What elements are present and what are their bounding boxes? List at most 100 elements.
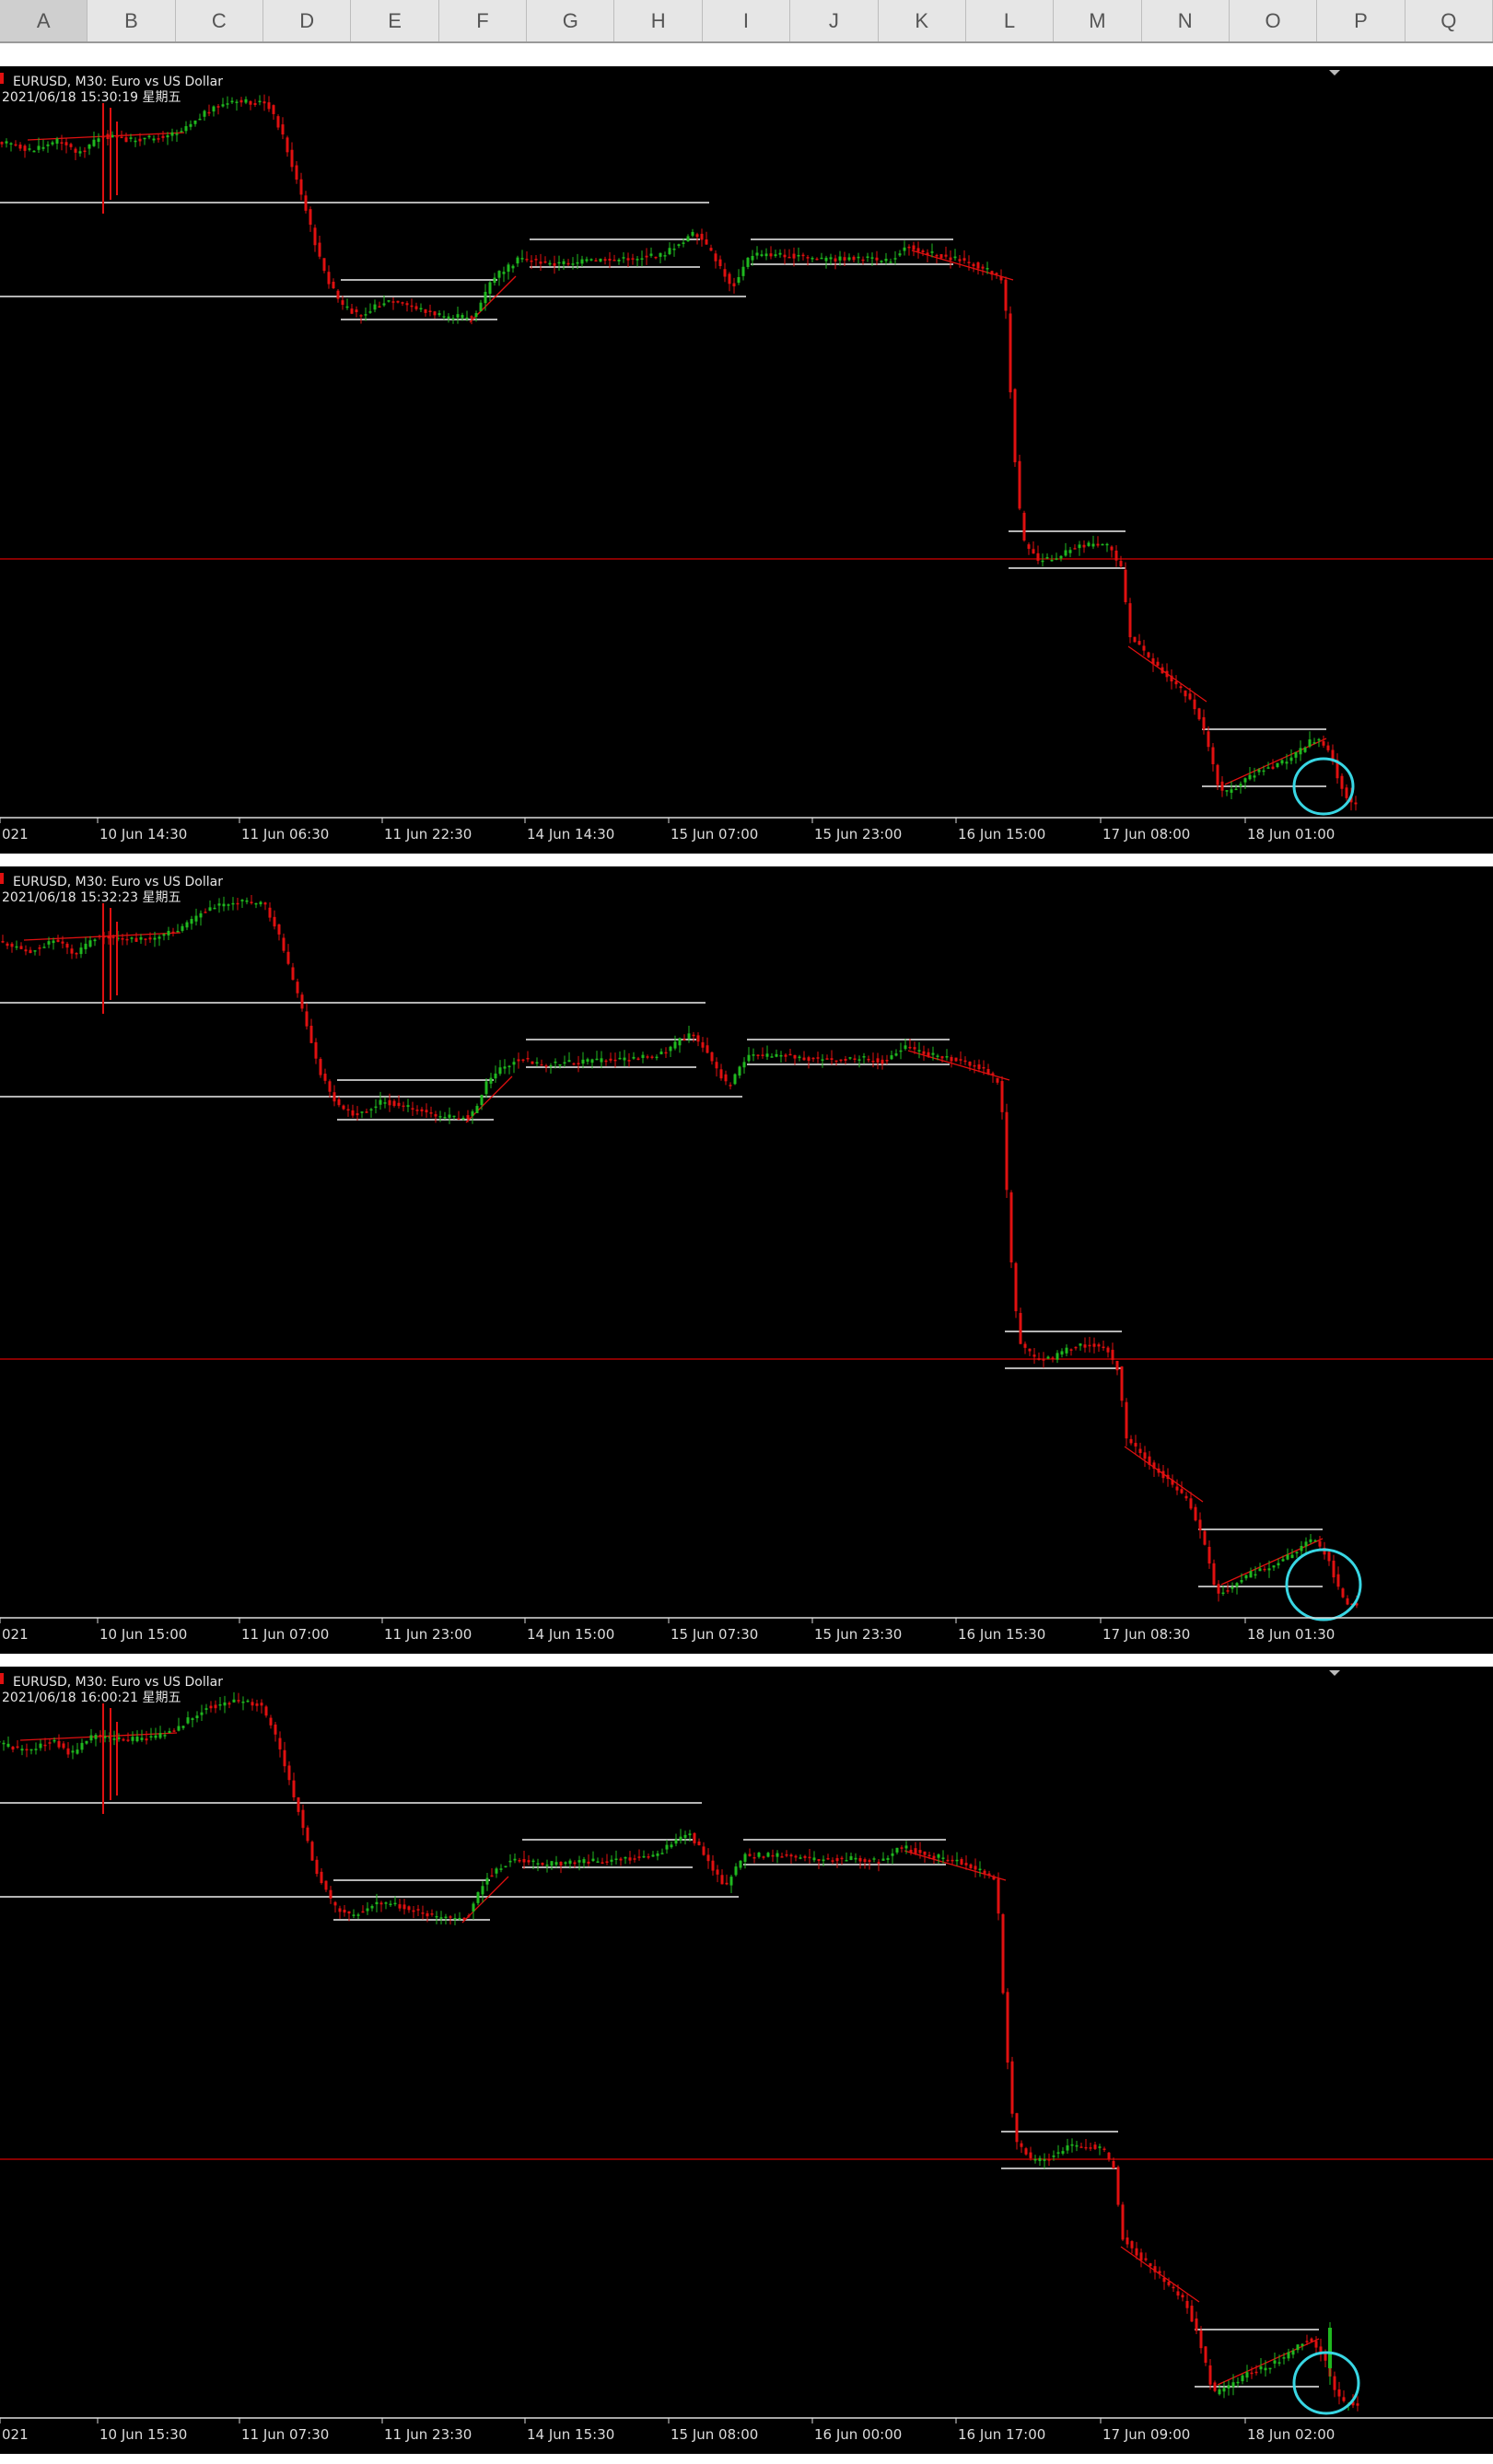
candle-body: [424, 308, 427, 313]
column-header-g[interactable]: G: [527, 0, 615, 41]
chart-panel-1[interactable]: EURUSD, M30: Euro vs US Dollar 2021/06/18…: [0, 66, 1493, 854]
column-header-n[interactable]: N: [1142, 0, 1230, 41]
scroll-marker-icon[interactable]: [1329, 70, 1340, 76]
candle-body: [959, 1059, 962, 1061]
candle-body: [743, 1854, 747, 1862]
candle-body: [581, 1059, 585, 1064]
candle-body: [624, 1856, 627, 1859]
separator-1: [0, 854, 1493, 866]
candle-body: [195, 1715, 199, 1719]
candle-body: [724, 1074, 728, 1082]
candle-body: [327, 272, 331, 285]
candle-body: [755, 252, 759, 256]
column-header-f[interactable]: F: [439, 0, 528, 41]
candle-body: [673, 1041, 677, 1049]
candle-body: [1010, 2061, 1014, 2114]
column-header-i[interactable]: I: [703, 0, 791, 41]
candle-body: [429, 1112, 433, 1114]
scroll-marker-icon[interactable]: [1329, 1670, 1340, 1676]
candle-body: [407, 1906, 411, 1911]
candle-body: [379, 1902, 383, 1905]
candle-body: [1290, 1554, 1294, 1559]
column-header-c[interactable]: C: [176, 0, 264, 41]
candle-body: [6, 943, 9, 947]
candle-body: [1207, 1546, 1211, 1564]
chart-svg-2[interactable]: EURUSD, M30: Euro vs US Dollar2021/06/18…: [0, 866, 1493, 1654]
candle-body: [1014, 1262, 1018, 1312]
chart-svg-3[interactable]: EURUSD, M30: Euro vs US Dollar2021/06/18…: [0, 1667, 1493, 2454]
column-header-h[interactable]: H: [614, 0, 703, 41]
column-header-d[interactable]: D: [263, 0, 352, 41]
candle-body: [203, 110, 206, 117]
chart-panel-3[interactable]: EURUSD, M30: Euro vs US Dollar 2021/06/18…: [0, 1667, 1493, 2454]
candle-body: [364, 314, 367, 316]
candle-body: [253, 103, 257, 106]
candle-body: [665, 1844, 669, 1850]
chart-panel-2[interactable]: EURUSD, M30: Euro vs US Dollar 2021/06/18…: [0, 866, 1493, 1654]
candle-body: [686, 236, 690, 242]
candle-body: [396, 300, 400, 303]
candle-body: [129, 137, 133, 139]
candle-body: [273, 916, 276, 927]
candle-body: [687, 1033, 691, 1039]
candle-body: [249, 100, 252, 105]
candle-body: [93, 939, 97, 942]
candle-body: [764, 253, 768, 257]
candle-body: [1116, 2167, 1120, 2205]
candle-body: [154, 1735, 157, 1738]
column-header-a[interactable]: A: [0, 0, 88, 41]
candle-body: [157, 936, 161, 939]
candle-body: [1130, 2240, 1134, 2249]
candle-body: [821, 1059, 824, 1061]
candle-body: [517, 1059, 520, 1062]
candle-body: [301, 1809, 305, 1829]
candle-body: [691, 231, 694, 236]
candle-body: [1276, 762, 1279, 768]
candle-body: [32, 150, 36, 153]
candle-body: [788, 1053, 792, 1056]
column-header-o[interactable]: O: [1230, 0, 1318, 41]
column-header-m[interactable]: M: [1054, 0, 1142, 41]
candle-body: [664, 1052, 668, 1054]
candle-body: [76, 1749, 79, 1754]
candle-body: [1277, 1563, 1280, 1566]
candle-body: [184, 126, 188, 132]
candle-body: [209, 1705, 213, 1709]
candle-body: [60, 142, 64, 145]
candle-body: [222, 903, 226, 907]
candle-body: [57, 1740, 61, 1748]
candle-body: [1111, 1349, 1114, 1360]
candle-body: [917, 1050, 921, 1052]
column-header-b[interactable]: B: [87, 0, 176, 41]
candle-body: [1174, 680, 1178, 685]
column-header-e[interactable]: E: [351, 0, 439, 41]
candle-body: [1287, 2352, 1290, 2359]
candle-body: [398, 1904, 402, 1909]
candle-body: [484, 1081, 488, 1095]
column-header-j[interactable]: J: [790, 0, 879, 41]
candle-body: [646, 1056, 649, 1058]
candle-body: [314, 1041, 318, 1059]
candle-body: [1194, 1506, 1197, 1521]
candle-body: [1093, 2144, 1097, 2149]
candle-body: [451, 318, 455, 320]
column-header-l[interactable]: L: [966, 0, 1055, 41]
candle-body: [29, 949, 32, 953]
candle-body: [723, 269, 727, 277]
candle-body: [741, 266, 745, 276]
candle-body: [1167, 2282, 1171, 2285]
column-header-p[interactable]: P: [1317, 0, 1406, 41]
candle-body: [64, 142, 68, 145]
chart-svg-1[interactable]: EURUSD, M30: Euro vs US Dollar2021/06/18…: [0, 66, 1493, 854]
candle-body: [507, 264, 510, 273]
column-header-q[interactable]: Q: [1406, 0, 1493, 41]
candle-body: [1149, 2263, 1152, 2267]
candle-body: [221, 104, 225, 107]
candle-body: [921, 250, 925, 252]
candle-body: [1175, 1486, 1179, 1491]
column-header-k[interactable]: K: [879, 0, 966, 41]
candle-body: [518, 1860, 521, 1862]
candle-body: [756, 1054, 760, 1056]
candle-body: [553, 262, 556, 266]
candle-body: [769, 253, 773, 257]
